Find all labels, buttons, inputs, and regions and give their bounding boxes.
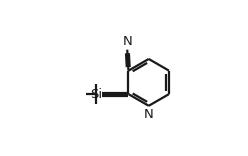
Text: Si: Si <box>90 88 102 101</box>
Text: N: N <box>122 35 132 48</box>
Text: N: N <box>144 108 154 121</box>
